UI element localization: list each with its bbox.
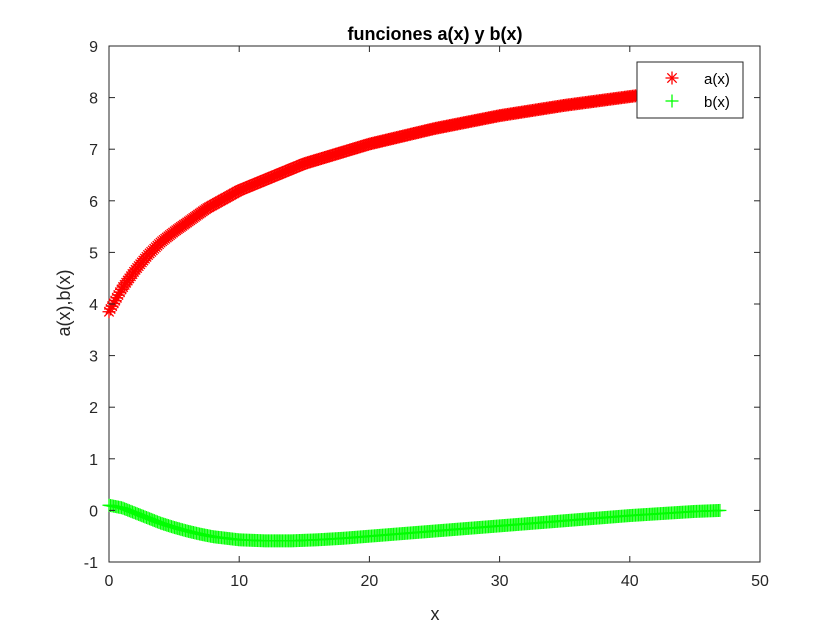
legend-marker-b <box>665 94 679 108</box>
x-tick-label: 0 <box>105 573 114 590</box>
x-axis-label: x <box>431 604 440 624</box>
y-tick-label: 4 <box>89 297 98 314</box>
plot-layer: 0 10 20 30 40 50 -1 0 1 2 3 4 5 6 7 8 9 <box>84 39 769 590</box>
legend-marker-a <box>665 71 679 85</box>
y-tick-label: 3 <box>89 349 98 366</box>
legend-box <box>636 61 744 119</box>
axis-ticks: 0 10 20 30 40 50 -1 0 1 2 3 4 5 6 7 8 9 <box>84 39 769 590</box>
y-tick-label: 6 <box>89 194 98 211</box>
y-tick-label: 9 <box>89 39 98 56</box>
legend-marker-plus <box>665 94 679 108</box>
x-tick-label: 10 <box>230 573 248 590</box>
data-point <box>713 503 727 517</box>
y-tick-label: 1 <box>89 452 98 469</box>
y-tick-label: 2 <box>89 400 98 417</box>
legend-marker-asterisk <box>665 71 679 85</box>
series-b <box>102 498 727 548</box>
y-tick-label: -1 <box>84 555 98 572</box>
x-tick-label: 40 <box>621 573 639 590</box>
y-axis-label: a(x),b(x) <box>54 270 74 337</box>
y-tick-label: 7 <box>89 142 98 159</box>
x-tick-label: 50 <box>751 573 769 590</box>
x-tick-label: 30 <box>491 573 509 590</box>
x-tick-label: 20 <box>361 573 379 590</box>
y-tick-label: 8 <box>89 91 98 108</box>
legend: a(x) b(x) <box>636 61 744 119</box>
legend-label-a: a(x) <box>704 71 730 88</box>
chart-title: funciones a(x) y b(x) <box>347 24 522 44</box>
y-tick-label: 0 <box>89 503 98 520</box>
legend-label-b: b(x) <box>704 94 730 111</box>
y-tick-label: 5 <box>89 245 98 262</box>
